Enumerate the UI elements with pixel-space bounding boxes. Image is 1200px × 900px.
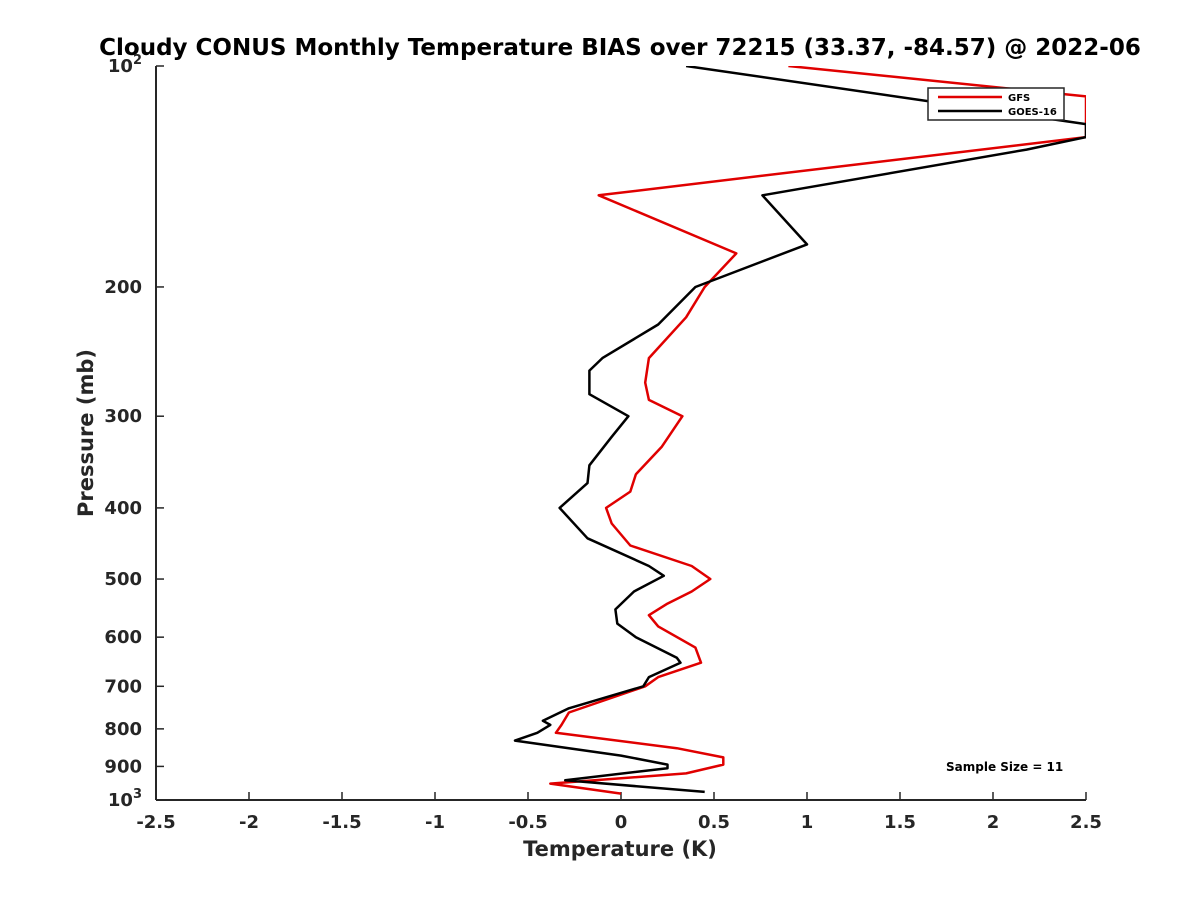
legend: GFS GOES-16: [927, 87, 1065, 121]
x-tick-label: -2: [239, 812, 259, 833]
legend-box: [927, 87, 1065, 121]
y-tick-label: 300: [104, 406, 142, 427]
x-tick-label: -2.5: [136, 812, 175, 833]
y-tick-label: 600: [104, 627, 142, 648]
y-tick-label: 800: [104, 719, 142, 740]
x-tick-label: 2: [987, 812, 1000, 833]
legend-label-goes16: GOES-16: [1008, 107, 1057, 118]
series-lines: [513, 66, 1086, 795]
y-tick-label-top: 102: [108, 53, 142, 77]
y-tick-label: 500: [104, 569, 142, 590]
x-tick-label: -0.5: [508, 812, 547, 833]
chart-title: Cloudy CONUS Monthly Temperature BIAS ov…: [99, 35, 1141, 61]
series-line-goes16: [513, 66, 1086, 794]
x-tick-label: 0.5: [698, 812, 730, 833]
sample-size-annotation: Sample Size = 11: [946, 760, 1063, 774]
x-axis-ticks: -2.5 -2 -1.5 -1 -0.5 0 0.5 1 1.5 2 2.5: [136, 792, 1102, 833]
y-tick-label: 900: [104, 756, 142, 777]
x-tick-label: 0: [615, 812, 628, 833]
series-line-gfs: [549, 66, 1086, 795]
x-tick-label: 1: [801, 812, 814, 833]
y-tick-label: 400: [104, 498, 142, 519]
legend-label-gfs: GFS: [1008, 93, 1030, 104]
y-tick-label: 200: [104, 277, 142, 298]
y-axis-ticks: 200 300 400 500 600 700 800 900 102 103: [104, 53, 164, 811]
x-tick-label: 2.5: [1070, 812, 1102, 833]
y-tick-label-bottom: 103: [108, 787, 142, 811]
x-tick-label: -1: [425, 812, 445, 833]
x-tick-label: 1.5: [884, 812, 916, 833]
y-axis-label: Pressure (mb): [74, 349, 98, 517]
y-tick-label: 700: [104, 676, 142, 697]
x-tick-label: -1.5: [322, 812, 361, 833]
x-axis-label: Temperature (K): [523, 837, 717, 861]
